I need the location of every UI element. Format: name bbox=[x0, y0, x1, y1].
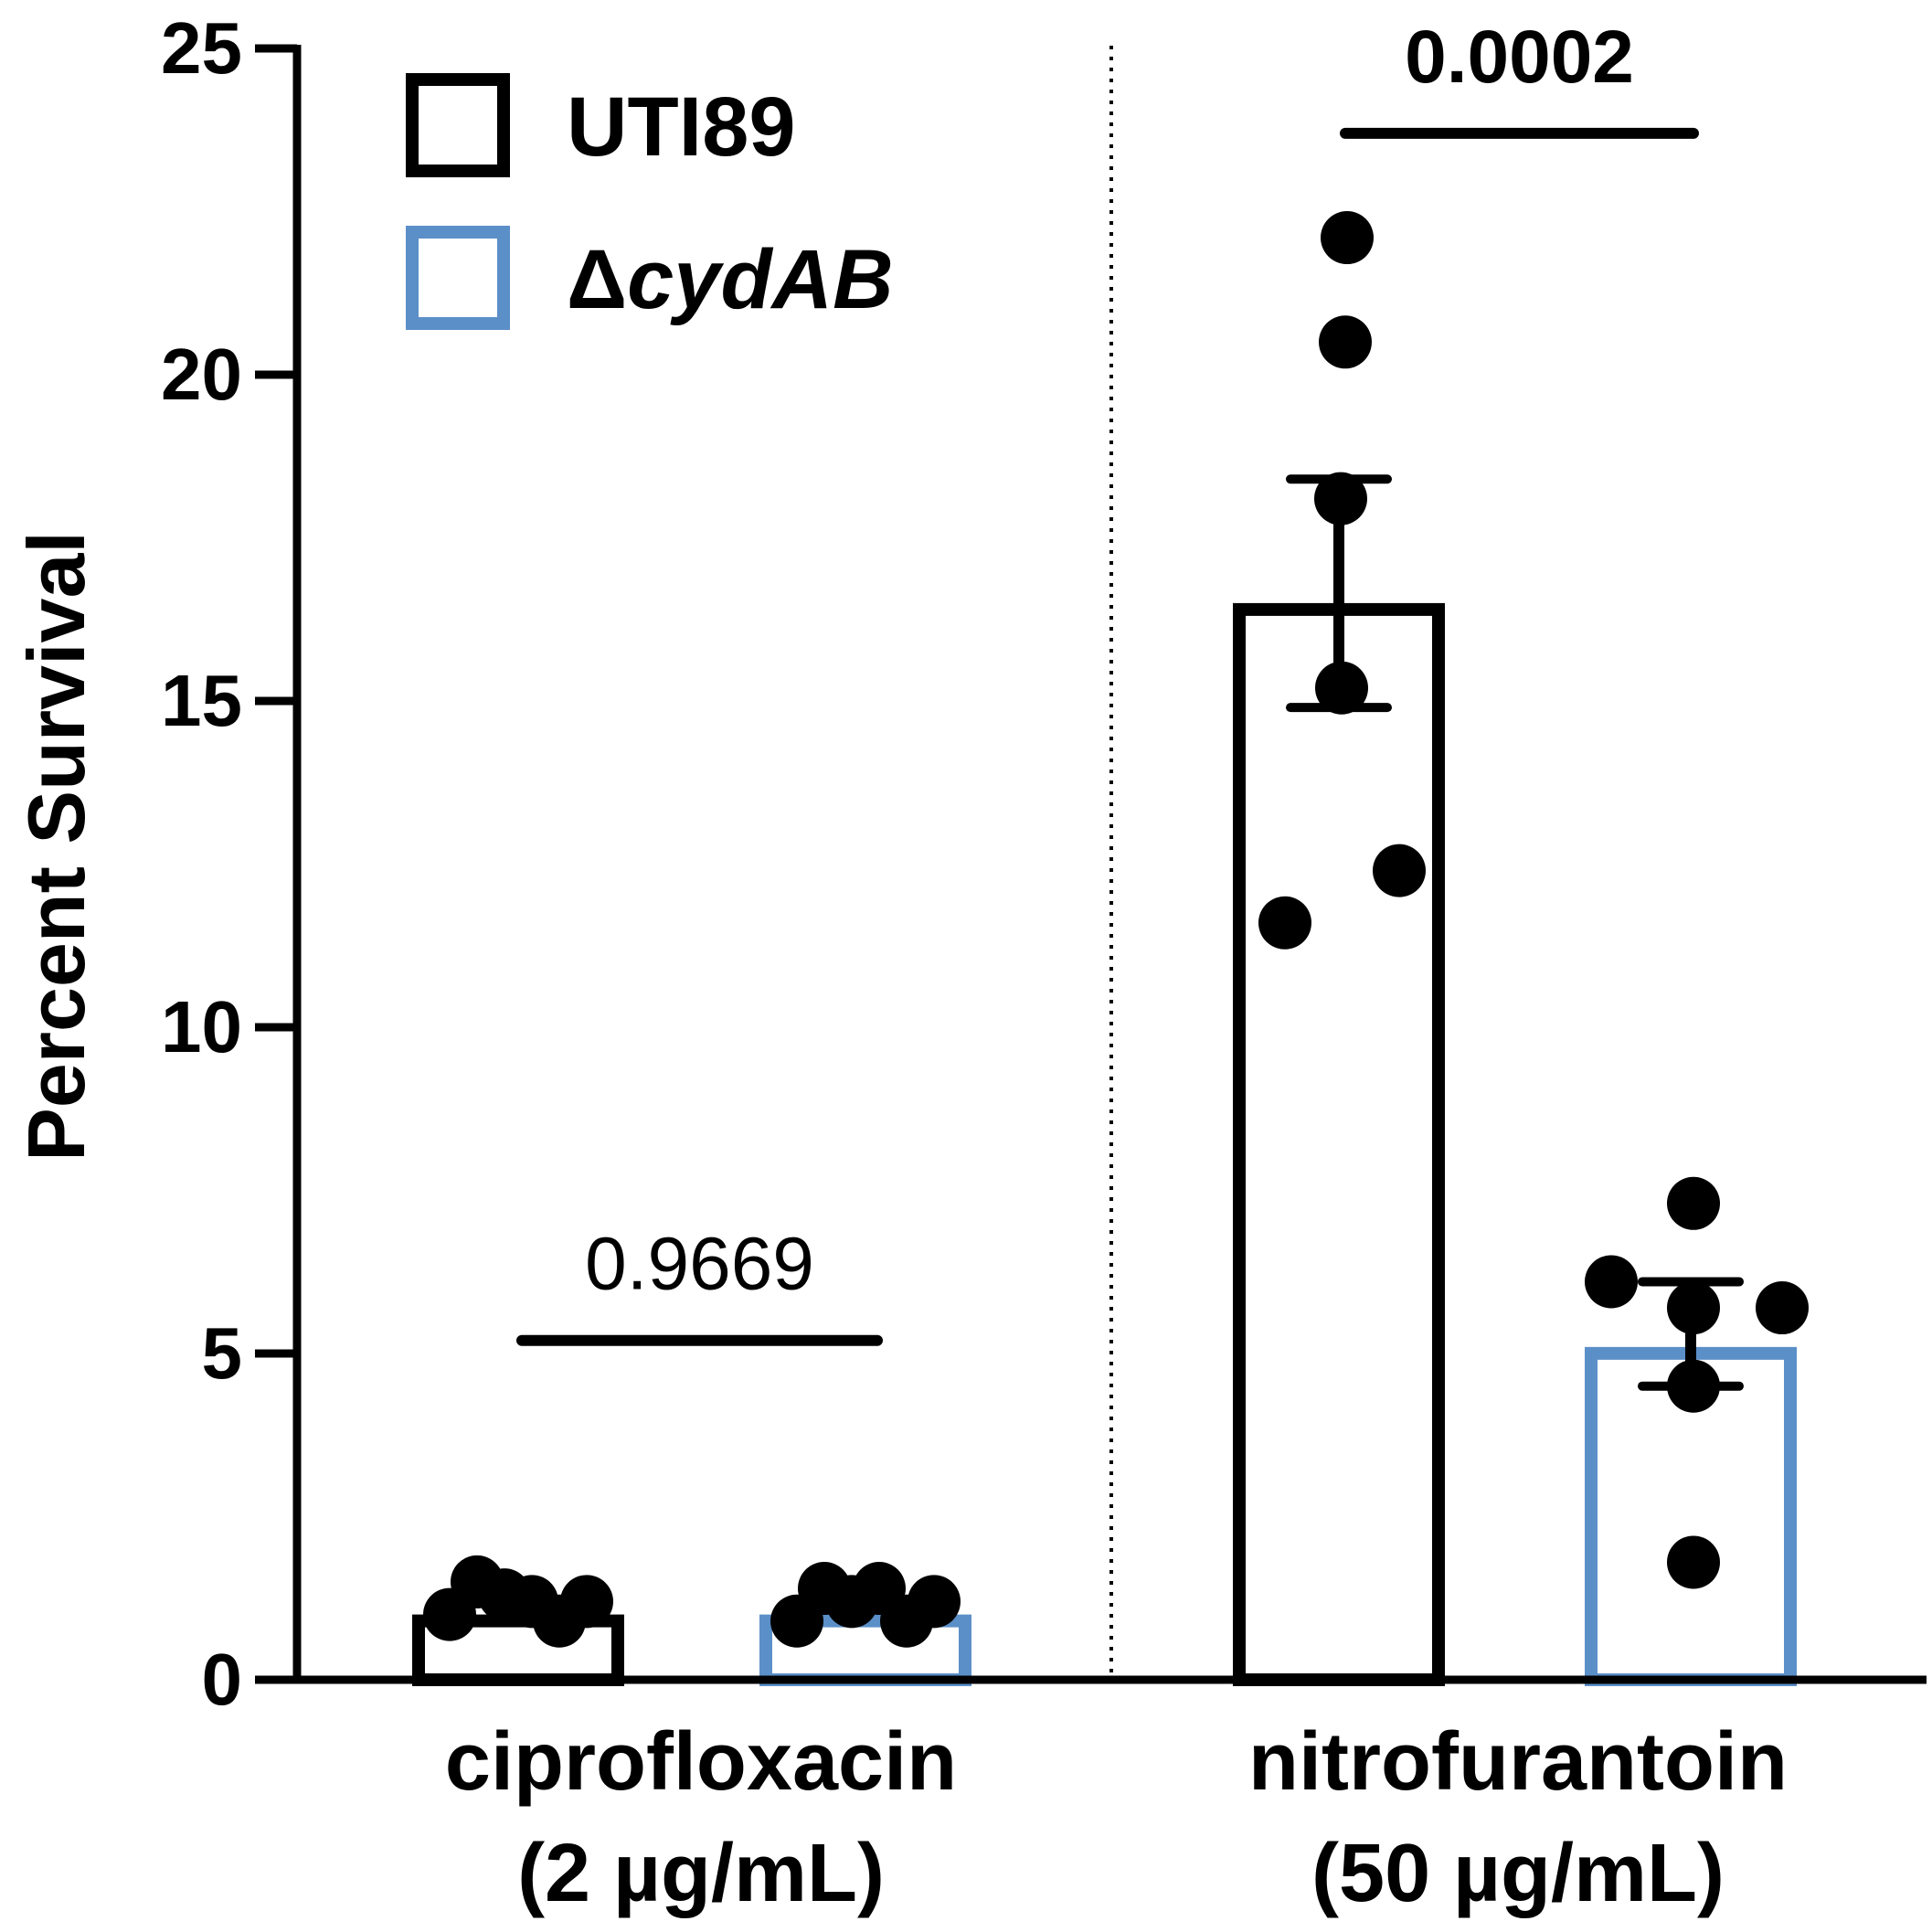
error-bars-layer bbox=[1286, 474, 1744, 1391]
annotations-layer: 0.9669 0.0002 bbox=[516, 16, 1699, 1346]
axes-layer: 0 5 10 15 20 25 Percent Survival ciprofloxacin (… bbox=[11, 7, 1927, 1919]
data-point bbox=[1321, 211, 1374, 265]
comparison-bracket: 0.0002 bbox=[1340, 16, 1699, 139]
data-point bbox=[908, 1575, 961, 1629]
x-category-label: nitrofurantoin bbox=[1248, 1716, 1788, 1808]
legend-entry: UTI89 bbox=[406, 73, 796, 177]
data-point bbox=[1258, 896, 1311, 950]
data-point bbox=[1585, 1255, 1638, 1309]
y-tick-label: 10 bbox=[161, 986, 242, 1067]
legend-label: UTI89 bbox=[567, 80, 796, 174]
legend-swatch bbox=[406, 226, 510, 330]
legend: UTI89 ΔcydAB bbox=[406, 73, 894, 330]
p-value-label: 0.9669 bbox=[585, 1223, 814, 1306]
error-bar bbox=[1638, 1277, 1744, 1391]
legend-entry: ΔcydAB bbox=[406, 226, 894, 330]
y-tick-label: 0 bbox=[202, 1639, 243, 1720]
bars-layer bbox=[412, 602, 1797, 1686]
error-bar bbox=[1286, 474, 1392, 713]
bar bbox=[1233, 602, 1445, 1686]
y-tick-label: 15 bbox=[161, 660, 242, 741]
data-point bbox=[1667, 1535, 1720, 1589]
points-layer bbox=[423, 211, 1809, 1648]
data-point bbox=[1373, 844, 1426, 897]
y-tick-label: 20 bbox=[161, 334, 242, 415]
data-point bbox=[1756, 1281, 1809, 1335]
data-point bbox=[560, 1575, 613, 1629]
data-point bbox=[1319, 315, 1372, 369]
x-category-sublabel: (2 µg/mL) bbox=[517, 1828, 885, 1919]
y-tick-label: 5 bbox=[202, 1312, 243, 1394]
x-category-label: ciprofloxacin bbox=[445, 1716, 957, 1808]
x-category-sublabel: (50 µg/mL) bbox=[1311, 1828, 1725, 1919]
y-axis-label: Percent Survival bbox=[11, 531, 101, 1162]
y-tick-label: 25 bbox=[161, 7, 242, 89]
legend-label: ΔcydAB bbox=[567, 233, 894, 326]
comparison-bracket: 0.9669 bbox=[516, 1223, 883, 1346]
p-value-label: 0.0002 bbox=[1405, 16, 1634, 99]
legend-swatch bbox=[406, 73, 510, 177]
data-point bbox=[1667, 1176, 1720, 1230]
